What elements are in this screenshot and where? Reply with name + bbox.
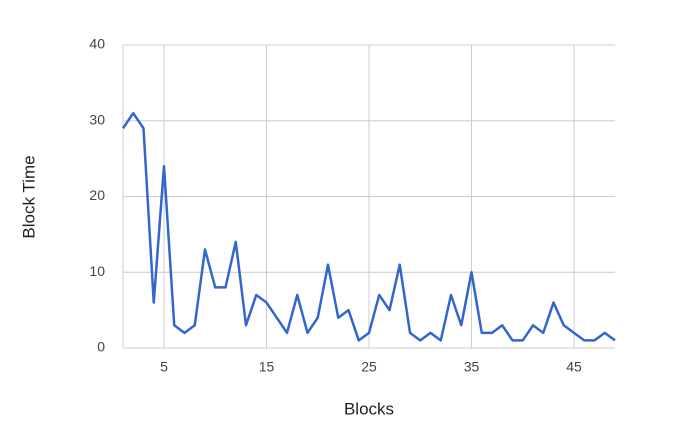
y-tick-label: 30 <box>89 111 105 127</box>
x-tick-label: 5 <box>160 359 168 375</box>
x-tick-label: 45 <box>566 359 582 375</box>
y-axis-title: Block Time <box>19 155 38 238</box>
y-tick-label: 20 <box>89 187 105 203</box>
x-tick-label: 15 <box>259 359 275 375</box>
x-tick-label: 35 <box>464 359 480 375</box>
data-line <box>121 111 616 342</box>
x-tick-label: 25 <box>361 359 377 375</box>
x-axis-title: Blocks <box>344 399 394 418</box>
y-tick-label: 0 <box>97 339 105 355</box>
y-tick-label: 40 <box>89 36 105 52</box>
y-tick-label: 10 <box>89 263 105 279</box>
